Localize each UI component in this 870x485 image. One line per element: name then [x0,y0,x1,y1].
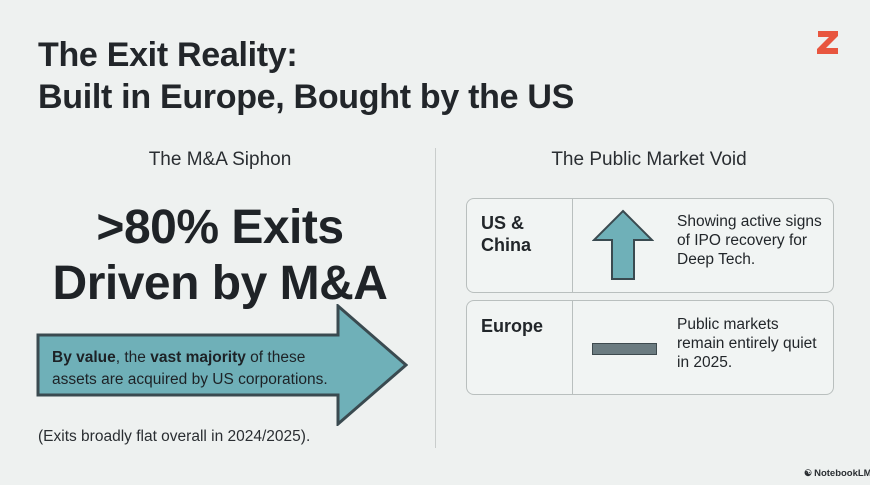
title-line-2: Built in Europe, Bought by the US [38,78,574,116]
brand-logo-icon [817,31,838,54]
stat-line-1: >80% Exits [96,201,344,254]
card-separator [572,301,573,394]
headline-stat: >80% Exits Driven by M&A [20,200,420,312]
page-title: The Exit Reality: Built in Europe, Bough… [38,34,574,118]
region-description: Public markets remain entirely quiet in … [677,316,817,371]
region-label: Europe [481,316,544,336]
flat-bar-icon [592,343,657,355]
notebooklm-icon: ☯ [804,468,813,478]
left-heading: The M&A Siphon [148,149,292,170]
card-separator [572,199,573,292]
region-card-europe: Europe Public markets remain entirely qu… [466,300,834,395]
stat-line-2: Driven by M&A [52,257,388,310]
right-heading: The Public Market Void [551,149,747,170]
badge-label: NotebookLM [814,468,870,479]
region-label: US & China [481,213,532,255]
column-divider [435,148,436,448]
title-line-1: The Exit Reality: [38,36,298,74]
footnote: (Exits broadly flat overall in 2024/2025… [38,428,311,445]
region-description: Showing active signs of IPO recovery for… [677,213,822,268]
emphasis-vast-majority: vast majority [150,349,246,366]
right-arrow-shape [36,304,408,426]
up-arrow-icon [592,209,654,280]
arrow-description: By value, the vast majority of these ass… [52,347,352,391]
emphasis-by-value: By value [52,349,116,366]
notebooklm-badge: ☯ NotebookLM [804,468,870,479]
arrow-text-part-2: of these assets are acquired by US corpo… [52,349,328,388]
region-card-us-china: US & China Showing active signs of IPO r… [466,198,834,293]
arrow-text-part-1: , the [115,349,151,366]
